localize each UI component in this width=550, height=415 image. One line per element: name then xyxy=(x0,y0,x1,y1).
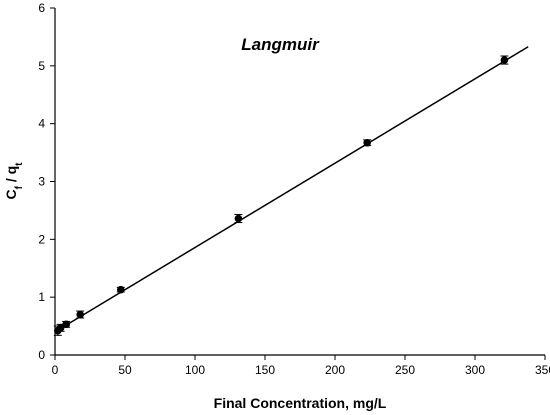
data-point xyxy=(234,214,243,223)
y-axis-label-main: C xyxy=(3,189,19,199)
y-tick-label: 6 xyxy=(38,1,45,15)
chart-title: Langmuir xyxy=(241,35,320,54)
data-point xyxy=(76,310,84,319)
y-tick-label: 4 xyxy=(38,117,45,131)
x-tick-label: 300 xyxy=(465,363,485,377)
y-tick-label: 3 xyxy=(38,175,45,189)
y-tick-label: 5 xyxy=(38,59,45,73)
data-point xyxy=(62,320,70,329)
x-tick-label: 200 xyxy=(325,363,345,377)
y-tick-label: 1 xyxy=(38,290,45,304)
x-tick-label: 100 xyxy=(185,363,205,377)
fit-line xyxy=(54,46,529,333)
data-point xyxy=(363,138,372,147)
y-tick-label: 2 xyxy=(38,232,45,246)
data-point xyxy=(56,324,65,332)
x-tick-label: 350 xyxy=(535,363,550,377)
x-tick-label: 0 xyxy=(52,363,59,377)
plot-area: 0 50 100 150 200 250 300 350 0 1 2 3 4 5 6 xyxy=(38,1,550,377)
x-tick-label: 50 xyxy=(118,363,132,377)
y-axis-label-sub2: t xyxy=(14,162,25,166)
x-tick-label: 150 xyxy=(255,363,275,377)
data-point xyxy=(500,56,509,64)
x-tick-label: 250 xyxy=(395,363,415,377)
x-axis-label: Final Concentration, mg/L xyxy=(214,395,387,411)
y-axis-label: Cf / qt xyxy=(3,162,25,200)
y-tick-label: 0 xyxy=(38,348,45,362)
y-axis-label-separator: / q xyxy=(3,166,19,186)
data-point xyxy=(117,285,125,294)
y-axis-label-sub1: f xyxy=(14,185,25,189)
